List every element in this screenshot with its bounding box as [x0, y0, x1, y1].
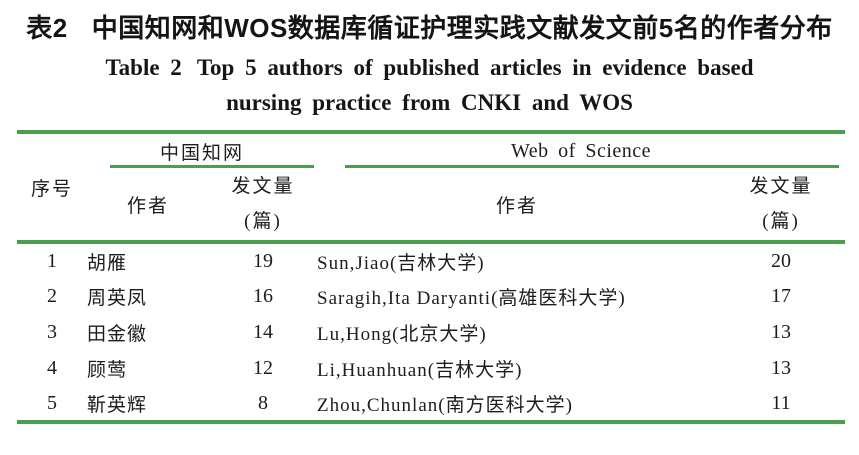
- page-title-zh: 表2 中国知网和WOS数据库循证护理实践文献发文前5名的作者分布: [0, 0, 859, 44]
- wos-count-cell: 11: [771, 391, 791, 414]
- cnki-author-cell: 顾莺: [87, 359, 128, 381]
- wos-group-label: Web of Science: [511, 139, 652, 162]
- group-header-row: 序号 中国知网 Web of Science: [17, 132, 845, 244]
- cnki-author-cell: 田金徽: [87, 323, 148, 345]
- table-row: 4 顾莺 12 Li,Huanhuan(吉林大学) 13: [17, 350, 845, 386]
- col-group-wos: Web of Science: [317, 132, 845, 168]
- cnki-count-cell: 14: [253, 320, 273, 343]
- table-title-text-en-line2: nursing practice from CNKI and WOS: [226, 90, 633, 115]
- table-row: 5 靳英辉 8 Zhou,Chunlan(南方医科大学) 11: [17, 386, 845, 422]
- table-row: 3 田金徽 14 Lu,Hong(北京大学) 13: [17, 314, 845, 350]
- cnki-count-cell: 19: [253, 249, 273, 272]
- col-header-wos-count: 发文量 (篇): [717, 168, 846, 244]
- wos-group-underline: [345, 165, 840, 168]
- col-header-wos-author: 作者: [317, 168, 718, 244]
- table-title-text-en-line1: Top 5 authors of published articles in e…: [196, 55, 754, 80]
- table-row: 2 周英凤 16 Saragih,Ita Daryanti(高雄医科大学) 17: [17, 278, 845, 314]
- serial-cell: 1: [47, 249, 57, 272]
- sub-header-row: 作者 发文量 (篇) 作者 发文量 (篇): [17, 168, 846, 244]
- cnki-author-cell: 胡雁: [87, 252, 128, 274]
- authors-table: 序号 中国知网 Web of Science 作者 发文量 (篇) 作者 发文量…: [17, 130, 846, 424]
- col-group-cnki: 中国知网: [87, 132, 317, 168]
- table-title-text-zh: 中国知网和WOS数据库循证护理实践文献发文前5名的作者分布: [91, 13, 833, 43]
- serial-cell: 4: [47, 356, 57, 379]
- cnki-count-cell: 8: [258, 391, 268, 414]
- table-number-label-en: Table 2: [105, 55, 182, 80]
- cnki-group-underline: [110, 165, 315, 168]
- page-title-en-line1: Table 2 Top 5 authors of published articl…: [0, 53, 859, 83]
- serial-cell: 3: [47, 320, 57, 343]
- wos-author-cell: Sun,Jiao(吉林大学): [317, 252, 485, 274]
- wos-count-header-line1: 发文量: [749, 176, 813, 197]
- wos-count-cell: 20: [771, 249, 792, 272]
- wos-author-cell: Saragih,Ita Daryanti(高雄医科大学): [317, 287, 626, 309]
- wos-author-cell: Li,Huanhuan(吉林大学): [317, 359, 523, 381]
- wos-count-cell: 17: [771, 284, 792, 307]
- wos-count-header-line2: (篇): [762, 211, 800, 232]
- cnki-author-cell: 靳英辉: [87, 394, 148, 416]
- wos-count-cell: 13: [771, 320, 792, 343]
- wos-count-cell: 13: [771, 356, 792, 379]
- cnki-count-cell: 16: [253, 284, 273, 307]
- wos-author-cell: Lu,Hong(北京大学): [317, 323, 487, 345]
- wos-author-cell: Zhou,Chunlan(南方医科大学): [317, 394, 573, 416]
- table-number-label-zh: 表2: [26, 13, 68, 43]
- table-body: 1 胡雁 19 Sun,Jiao(吉林大学) 20 2 周英凤 16 Sarag…: [17, 242, 845, 422]
- cnki-count-cell: 12: [253, 356, 273, 379]
- serial-cell: 5: [47, 391, 57, 414]
- cnki-count-header-line1: 发文量: [231, 176, 295, 197]
- table-row: 1 胡雁 19 Sun,Jiao(吉林大学) 20: [17, 242, 845, 278]
- table-header: 序号 中国知网 Web of Science 作者 发文量 (篇) 作者 发文量…: [17, 132, 846, 244]
- col-header-cnki-count: 发文量 (篇): [209, 168, 318, 244]
- cnki-group-label: 中国知网: [160, 142, 245, 164]
- serial-cell: 2: [47, 284, 57, 307]
- cnki-count-header-line2: (篇): [244, 211, 282, 232]
- col-header-cnki-author: 作者: [87, 168, 209, 244]
- cnki-author-cell: 周英凤: [87, 287, 148, 309]
- col-header-serial: 序号: [17, 132, 87, 244]
- page-title-en-line2: nursing practice from CNKI and WOS: [0, 88, 859, 118]
